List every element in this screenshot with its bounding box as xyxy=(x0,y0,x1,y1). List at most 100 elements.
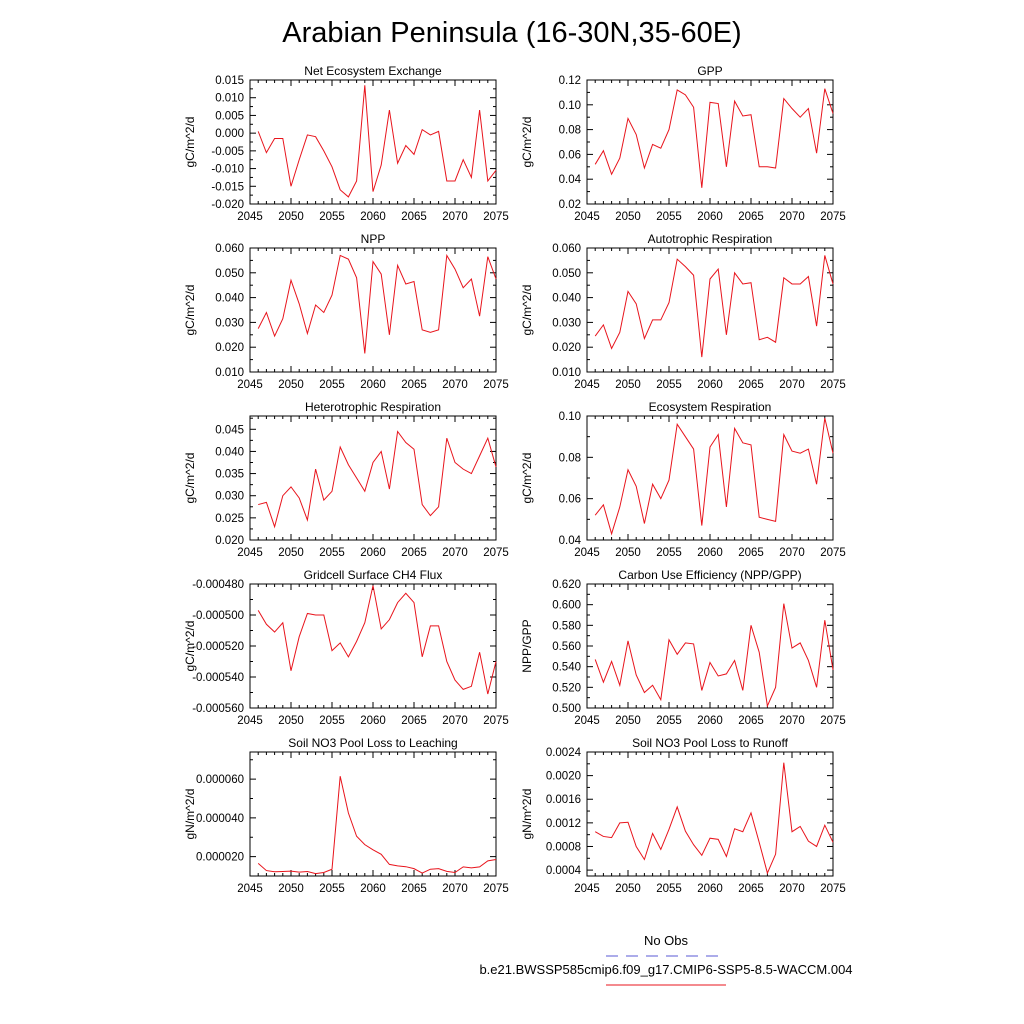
plot-frame xyxy=(586,751,834,877)
y-tick-label: 0.050 xyxy=(552,268,581,280)
x-tick-label: 2065 xyxy=(738,211,764,223)
x-tick-label: 2065 xyxy=(738,379,764,391)
y-tick-label: 0.580 xyxy=(552,620,581,632)
x-tick-label: 2055 xyxy=(656,883,682,895)
series-line xyxy=(257,253,497,354)
x-tick-label: 2060 xyxy=(360,883,386,895)
x-tick-label: 2050 xyxy=(615,211,641,223)
x-tick-label: 2060 xyxy=(697,715,723,727)
series-line xyxy=(257,585,497,695)
y-tick-label: 0.025 xyxy=(215,513,244,525)
series-line xyxy=(257,776,497,875)
x-tick-label: 2045 xyxy=(237,211,263,223)
panels: Net Ecosystem Exchange gC/m^2/d 2045 2050 20… xyxy=(183,64,846,895)
panel-title: Gridcell Surface CH4 Flux xyxy=(304,568,443,582)
x-tick-label: 2055 xyxy=(319,715,345,727)
y-tick-label: 0.12 xyxy=(559,75,581,87)
panel-title: Heterotrophic Respiration xyxy=(305,400,441,414)
y-tick-label: 0.000020 xyxy=(196,852,244,864)
y-axis-label: gC/m^2/d xyxy=(520,285,534,336)
y-tick-label: 0.010 xyxy=(215,93,244,105)
x-tick-label: 2070 xyxy=(779,379,805,391)
x-tick-label: 2075 xyxy=(820,715,846,727)
y-tick-label: 0.0004 xyxy=(546,865,582,877)
plot-frame xyxy=(249,751,497,877)
panel-title: Soil NO3 Pool Loss to Runoff xyxy=(632,736,789,750)
x-tick-label: 2075 xyxy=(483,715,509,727)
y-tick-label: 0.520 xyxy=(552,682,581,694)
x-tick-label: 2060 xyxy=(697,379,723,391)
y-tick-label: 0.020 xyxy=(552,342,581,354)
y-tick-label: 0.060 xyxy=(215,243,244,255)
plot-frame xyxy=(249,415,497,541)
x-tick-label: 2055 xyxy=(656,379,682,391)
x-tick-label: 2075 xyxy=(820,547,846,559)
series-line xyxy=(594,417,834,536)
panel-3: NPP gC/m^2/d 2045 2050 2055 2060 2065 2070 2075 0… xyxy=(183,232,509,391)
y-tick-label: -0.020 xyxy=(211,199,244,211)
x-tick-label: 2070 xyxy=(442,211,468,223)
x-tick-label: 2060 xyxy=(360,379,386,391)
y-tick-label: 0.050 xyxy=(215,268,244,280)
legend: No Obs b.e21.BWSSP585cmip6.f09_g17.CMIP6… xyxy=(479,933,853,986)
x-tick-label: 2075 xyxy=(483,211,509,223)
x-tick-label: 2070 xyxy=(442,883,468,895)
x-tick-label: 2075 xyxy=(820,883,846,895)
panel-6: Ecosystem Respiration gC/m^2/d 2045 2050 205… xyxy=(520,400,846,559)
y-tick-label: 0.04 xyxy=(559,535,582,547)
y-tick-label: 0.620 xyxy=(552,579,581,591)
x-tick-label: 2065 xyxy=(401,379,427,391)
y-tick-label: -0.000560 xyxy=(192,703,244,715)
x-tick-label: 2050 xyxy=(615,715,641,727)
x-tick-label: 2065 xyxy=(401,715,427,727)
x-tick-label: 2075 xyxy=(483,547,509,559)
x-tick-label: 2055 xyxy=(656,547,682,559)
y-tick-label: 0.030 xyxy=(215,317,244,329)
x-tick-label: 2055 xyxy=(319,379,345,391)
x-tick-label: 2070 xyxy=(779,547,805,559)
x-tick-label: 2060 xyxy=(360,547,386,559)
y-tick-label: 0.0008 xyxy=(546,841,581,853)
x-tick-label: 2055 xyxy=(319,883,345,895)
x-tick-label: 2065 xyxy=(738,547,764,559)
x-tick-label: 2065 xyxy=(401,883,427,895)
y-tick-label: 0.08 xyxy=(559,125,581,137)
x-tick-label: 2045 xyxy=(574,379,600,391)
series-line xyxy=(594,255,834,358)
x-tick-label: 2070 xyxy=(779,715,805,727)
y-tick-label: 0.000060 xyxy=(196,774,244,786)
y-tick-label: 0.540 xyxy=(552,662,581,674)
x-tick-label: 2060 xyxy=(360,211,386,223)
y-tick-label: 0.0024 xyxy=(546,747,582,759)
y-tick-label: -0.010 xyxy=(211,164,244,176)
x-tick-label: 2045 xyxy=(574,715,600,727)
y-tick-label: 0.020 xyxy=(215,342,244,354)
x-tick-label: 2065 xyxy=(401,211,427,223)
panel-title: Soil NO3 Pool Loss to Leaching xyxy=(288,736,457,750)
panel-7: Gridcell Surface CH4 Flux gC/m^2/d 2045 205… xyxy=(183,568,509,727)
y-axis-label: gC/m^2/d xyxy=(183,453,197,504)
y-tick-label: 0.040 xyxy=(215,293,244,305)
figure-title: Arabian Peninsula (16-30N,35-60E) xyxy=(282,17,741,49)
y-tick-label: -0.000500 xyxy=(192,610,244,622)
y-tick-label: 0.045 xyxy=(215,424,244,436)
y-tick-label: 0.02 xyxy=(559,199,581,211)
x-tick-label: 2055 xyxy=(319,211,345,223)
y-tick-label: -0.000520 xyxy=(192,641,244,653)
x-tick-label: 2045 xyxy=(237,883,263,895)
y-axis-label: gN/m^2/d xyxy=(520,789,534,840)
x-tick-label: 2045 xyxy=(574,211,600,223)
y-tick-label: 0.040 xyxy=(552,293,581,305)
series-line xyxy=(594,603,834,708)
x-tick-label: 2045 xyxy=(237,547,263,559)
plot-frame xyxy=(586,79,834,205)
y-axis-label: gC/m^2/d xyxy=(183,285,197,336)
y-tick-label: 0.035 xyxy=(215,469,244,481)
y-axis-label: gN/m^2/d xyxy=(183,789,197,840)
panel-title: Autotrophic Respiration xyxy=(648,232,773,246)
y-tick-label: 0.020 xyxy=(215,535,244,547)
x-tick-label: 2070 xyxy=(779,883,805,895)
panel-title: GPP xyxy=(697,64,722,78)
x-tick-label: 2050 xyxy=(278,547,304,559)
y-tick-label: 0.040 xyxy=(215,446,244,458)
